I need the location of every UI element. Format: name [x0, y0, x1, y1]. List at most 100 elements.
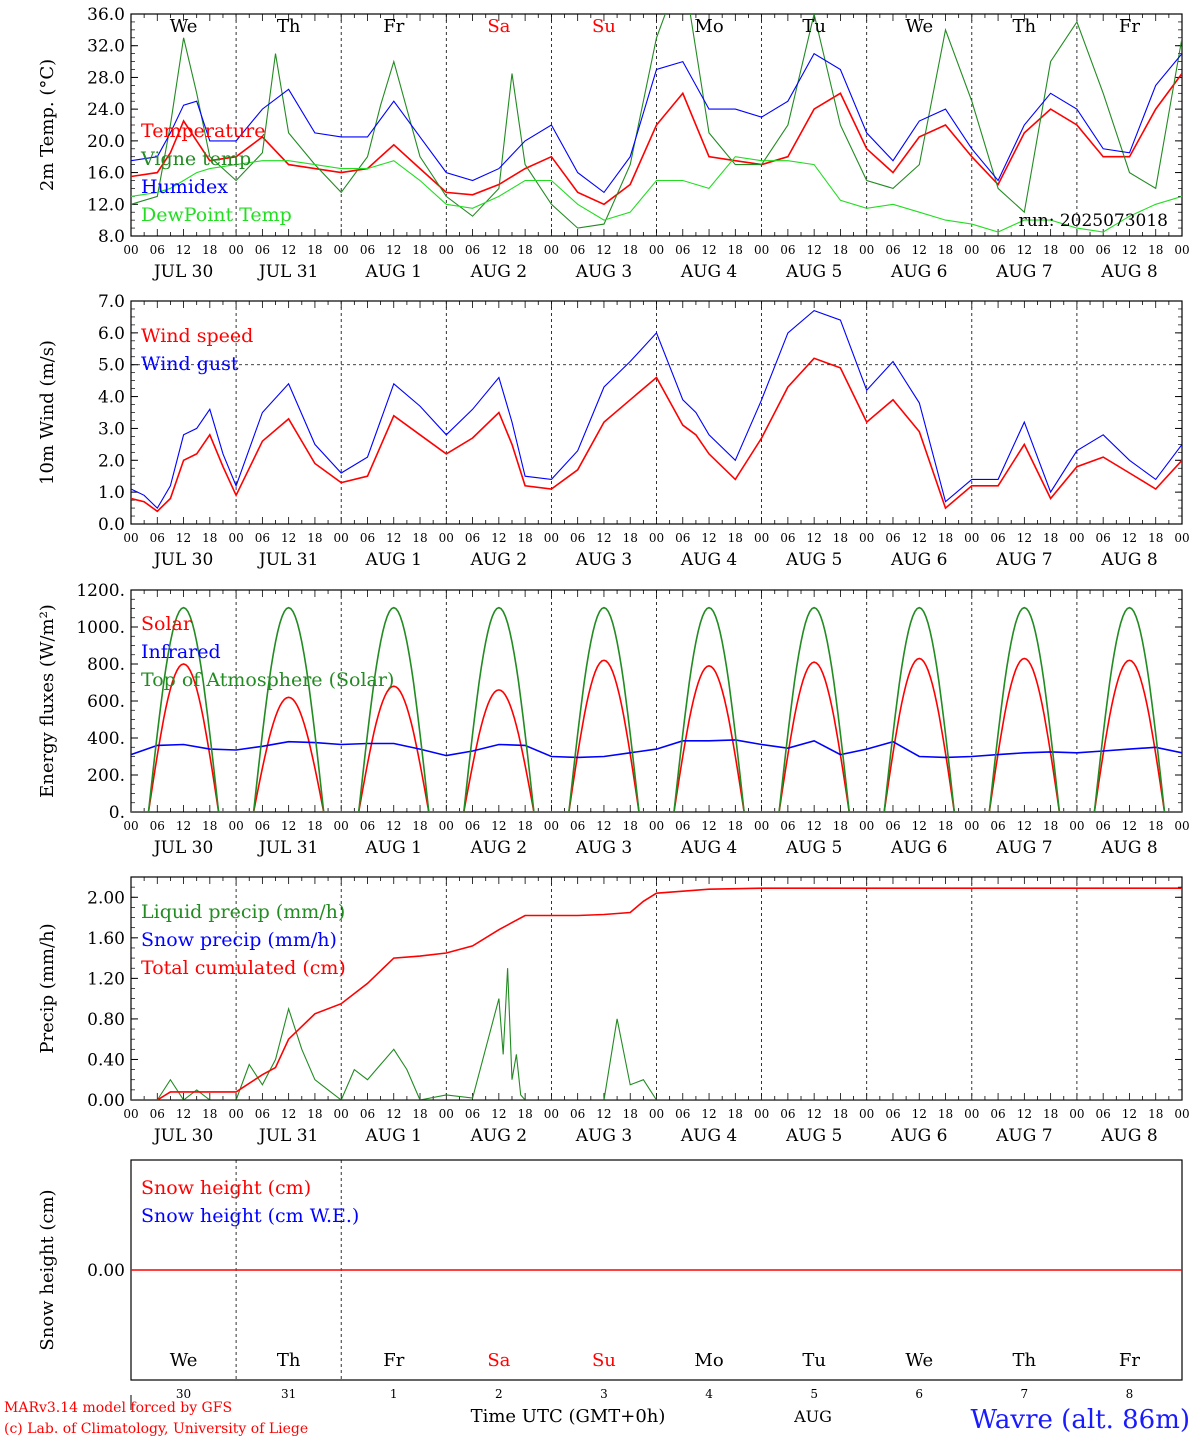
hour-tick-label: 12 — [281, 1107, 296, 1121]
day-number-label: 1 — [390, 1387, 398, 1401]
day-number-label: 8 — [1126, 1387, 1134, 1401]
run-label: run: 2025073018 — [1019, 211, 1168, 231]
weekday-label: Tu — [802, 16, 826, 37]
hour-tick-label: 06 — [360, 1107, 375, 1121]
hour-tick-label: 12 — [596, 1107, 611, 1121]
date-label: AUG 1 — [365, 262, 422, 282]
weekday-label: Th — [277, 1350, 301, 1371]
hour-tick-label: 06 — [360, 819, 375, 833]
y-tick-label: 5.0 — [98, 356, 125, 376]
date-label: AUG 4 — [680, 1126, 737, 1146]
legend-entry: Liquid precip (mm/h) — [141, 901, 345, 923]
y-tick-label: 7.0 — [98, 292, 125, 312]
series-line-solar — [131, 657, 1182, 812]
panel-wind: 00 06 12 18 00 06 12 18 00 06 12 18 00 06 12 18 00 06 12 18… — [37, 292, 1190, 570]
hour-tick-label: 12 — [386, 1107, 401, 1121]
hour-tick-label: 06 — [570, 531, 585, 545]
series-line-wind-gust — [131, 309, 1182, 509]
date-label: AUG 3 — [575, 1126, 632, 1146]
hour-tick-label: 00 — [544, 531, 559, 545]
hour-tick-label: 06 — [465, 819, 480, 833]
hour-tick-label: 18 — [1148, 819, 1163, 833]
hour-tick-label: 18 — [202, 531, 217, 545]
hour-tick-label: 12 — [1017, 243, 1032, 257]
hour-tick-label: 00 — [228, 819, 243, 833]
hour-tick-label: 06 — [465, 531, 480, 545]
series-line-humidex — [131, 52, 1182, 194]
hour-tick-label: 00 — [544, 243, 559, 257]
day-number-label: 30 — [176, 1387, 191, 1401]
hour-tick-label: 06 — [360, 531, 375, 545]
day-number-label: 7 — [1021, 1387, 1029, 1401]
date-label: AUG 2 — [470, 838, 527, 858]
hour-tick-label: 18 — [307, 1107, 322, 1121]
y-tick-label: 16.0 — [87, 164, 125, 184]
hour-tick-label: 06 — [360, 243, 375, 257]
hour-tick-label: 12 — [1017, 1107, 1032, 1121]
hour-tick-label: 06 — [675, 1107, 690, 1121]
date-label: AUG 5 — [785, 1126, 842, 1146]
hour-tick-label: 06 — [1096, 819, 1111, 833]
series-line-wind-speed — [131, 357, 1182, 513]
legend-entry: Wind speed — [141, 325, 253, 347]
day-number-label: 3 — [600, 1387, 608, 1401]
hour-tick-label: 18 — [1148, 1107, 1163, 1121]
hour-tick-label: 18 — [833, 531, 848, 545]
hour-tick-label: 00 — [439, 1107, 454, 1121]
hour-tick-label: 00 — [228, 1107, 243, 1121]
hour-tick-label: 12 — [912, 531, 927, 545]
hour-tick-label: 06 — [675, 819, 690, 833]
panel-snow: 0.00 Snow height (cm) Snow height (cm) Snow… — [37, 1159, 1183, 1410]
y-axis-label: Precip (mm/h) — [37, 923, 58, 1053]
date-label: AUG 4 — [680, 550, 737, 570]
legend-entry: Snow precip (mm/h) — [141, 929, 337, 951]
y-tick-label: 4.0 — [98, 388, 125, 408]
model-credit: MARv3.14 model forced by GFS — [4, 1400, 232, 1416]
weekday-label: Fr — [383, 1350, 404, 1371]
hour-tick-label: 18 — [517, 1107, 532, 1121]
hour-tick-label: 00 — [228, 243, 243, 257]
panel-temperature: 00 06 12 18 00 06 12 18 00 06 12 18 00 06 12 18 00 06 12 18… — [37, 5, 1190, 282]
weekday-label: Th — [1013, 16, 1037, 37]
hour-tick-label: 00 — [754, 243, 769, 257]
hour-tick-label: 18 — [517, 531, 532, 545]
series-line-total-cumulated-cm- — [131, 887, 1182, 1100]
hour-tick-label: 18 — [938, 243, 953, 257]
weekday-label: We — [905, 1350, 933, 1371]
hour-tick-label: 18 — [938, 1107, 953, 1121]
hour-tick-label: 00 — [964, 531, 979, 545]
hour-tick-label: 12 — [701, 819, 716, 833]
y-tick-label: 6.0 — [98, 324, 125, 344]
hour-tick-label: 12 — [701, 1107, 716, 1121]
day-number-label: 2 — [495, 1387, 503, 1401]
hour-tick-label: 12 — [281, 819, 296, 833]
hour-tick-label: 12 — [176, 531, 191, 545]
hour-tick-label: 06 — [465, 1107, 480, 1121]
legend-entry: Vigne temp — [140, 148, 251, 170]
hour-tick-label: 06 — [780, 819, 795, 833]
date-label: AUG 1 — [365, 550, 422, 570]
hour-tick-label: 00 — [859, 243, 874, 257]
date-label: AUG 8 — [1100, 1126, 1157, 1146]
date-label: AUG 1 — [365, 838, 422, 858]
hour-tick-label: 18 — [202, 243, 217, 257]
hour-tick-label: 06 — [570, 243, 585, 257]
hour-tick-label: 18 — [938, 531, 953, 545]
plot-area — [131, 309, 1182, 513]
hour-tick-label: 12 — [281, 243, 296, 257]
plot-area — [131, 606, 1182, 812]
y-tick-label: 24.0 — [87, 100, 125, 120]
date-label: AUG 6 — [890, 262, 947, 282]
y-axis-label: 2m Temp. (°C) — [37, 59, 58, 191]
weekday-label: We — [905, 16, 933, 37]
hour-tick-label: 06 — [885, 1107, 900, 1121]
date-label: AUG 4 — [680, 262, 737, 282]
hour-tick-label: 18 — [623, 1107, 638, 1121]
hour-tick-label: 12 — [491, 1107, 506, 1121]
hour-tick-label: 12 — [807, 243, 822, 257]
y-tick-label: 1000. — [76, 618, 125, 638]
y-tick-label: 0.80 — [87, 1010, 125, 1030]
hour-tick-label: 18 — [412, 1107, 427, 1121]
hour-tick-label: 18 — [412, 243, 427, 257]
hour-tick-label: 00 — [123, 819, 138, 833]
